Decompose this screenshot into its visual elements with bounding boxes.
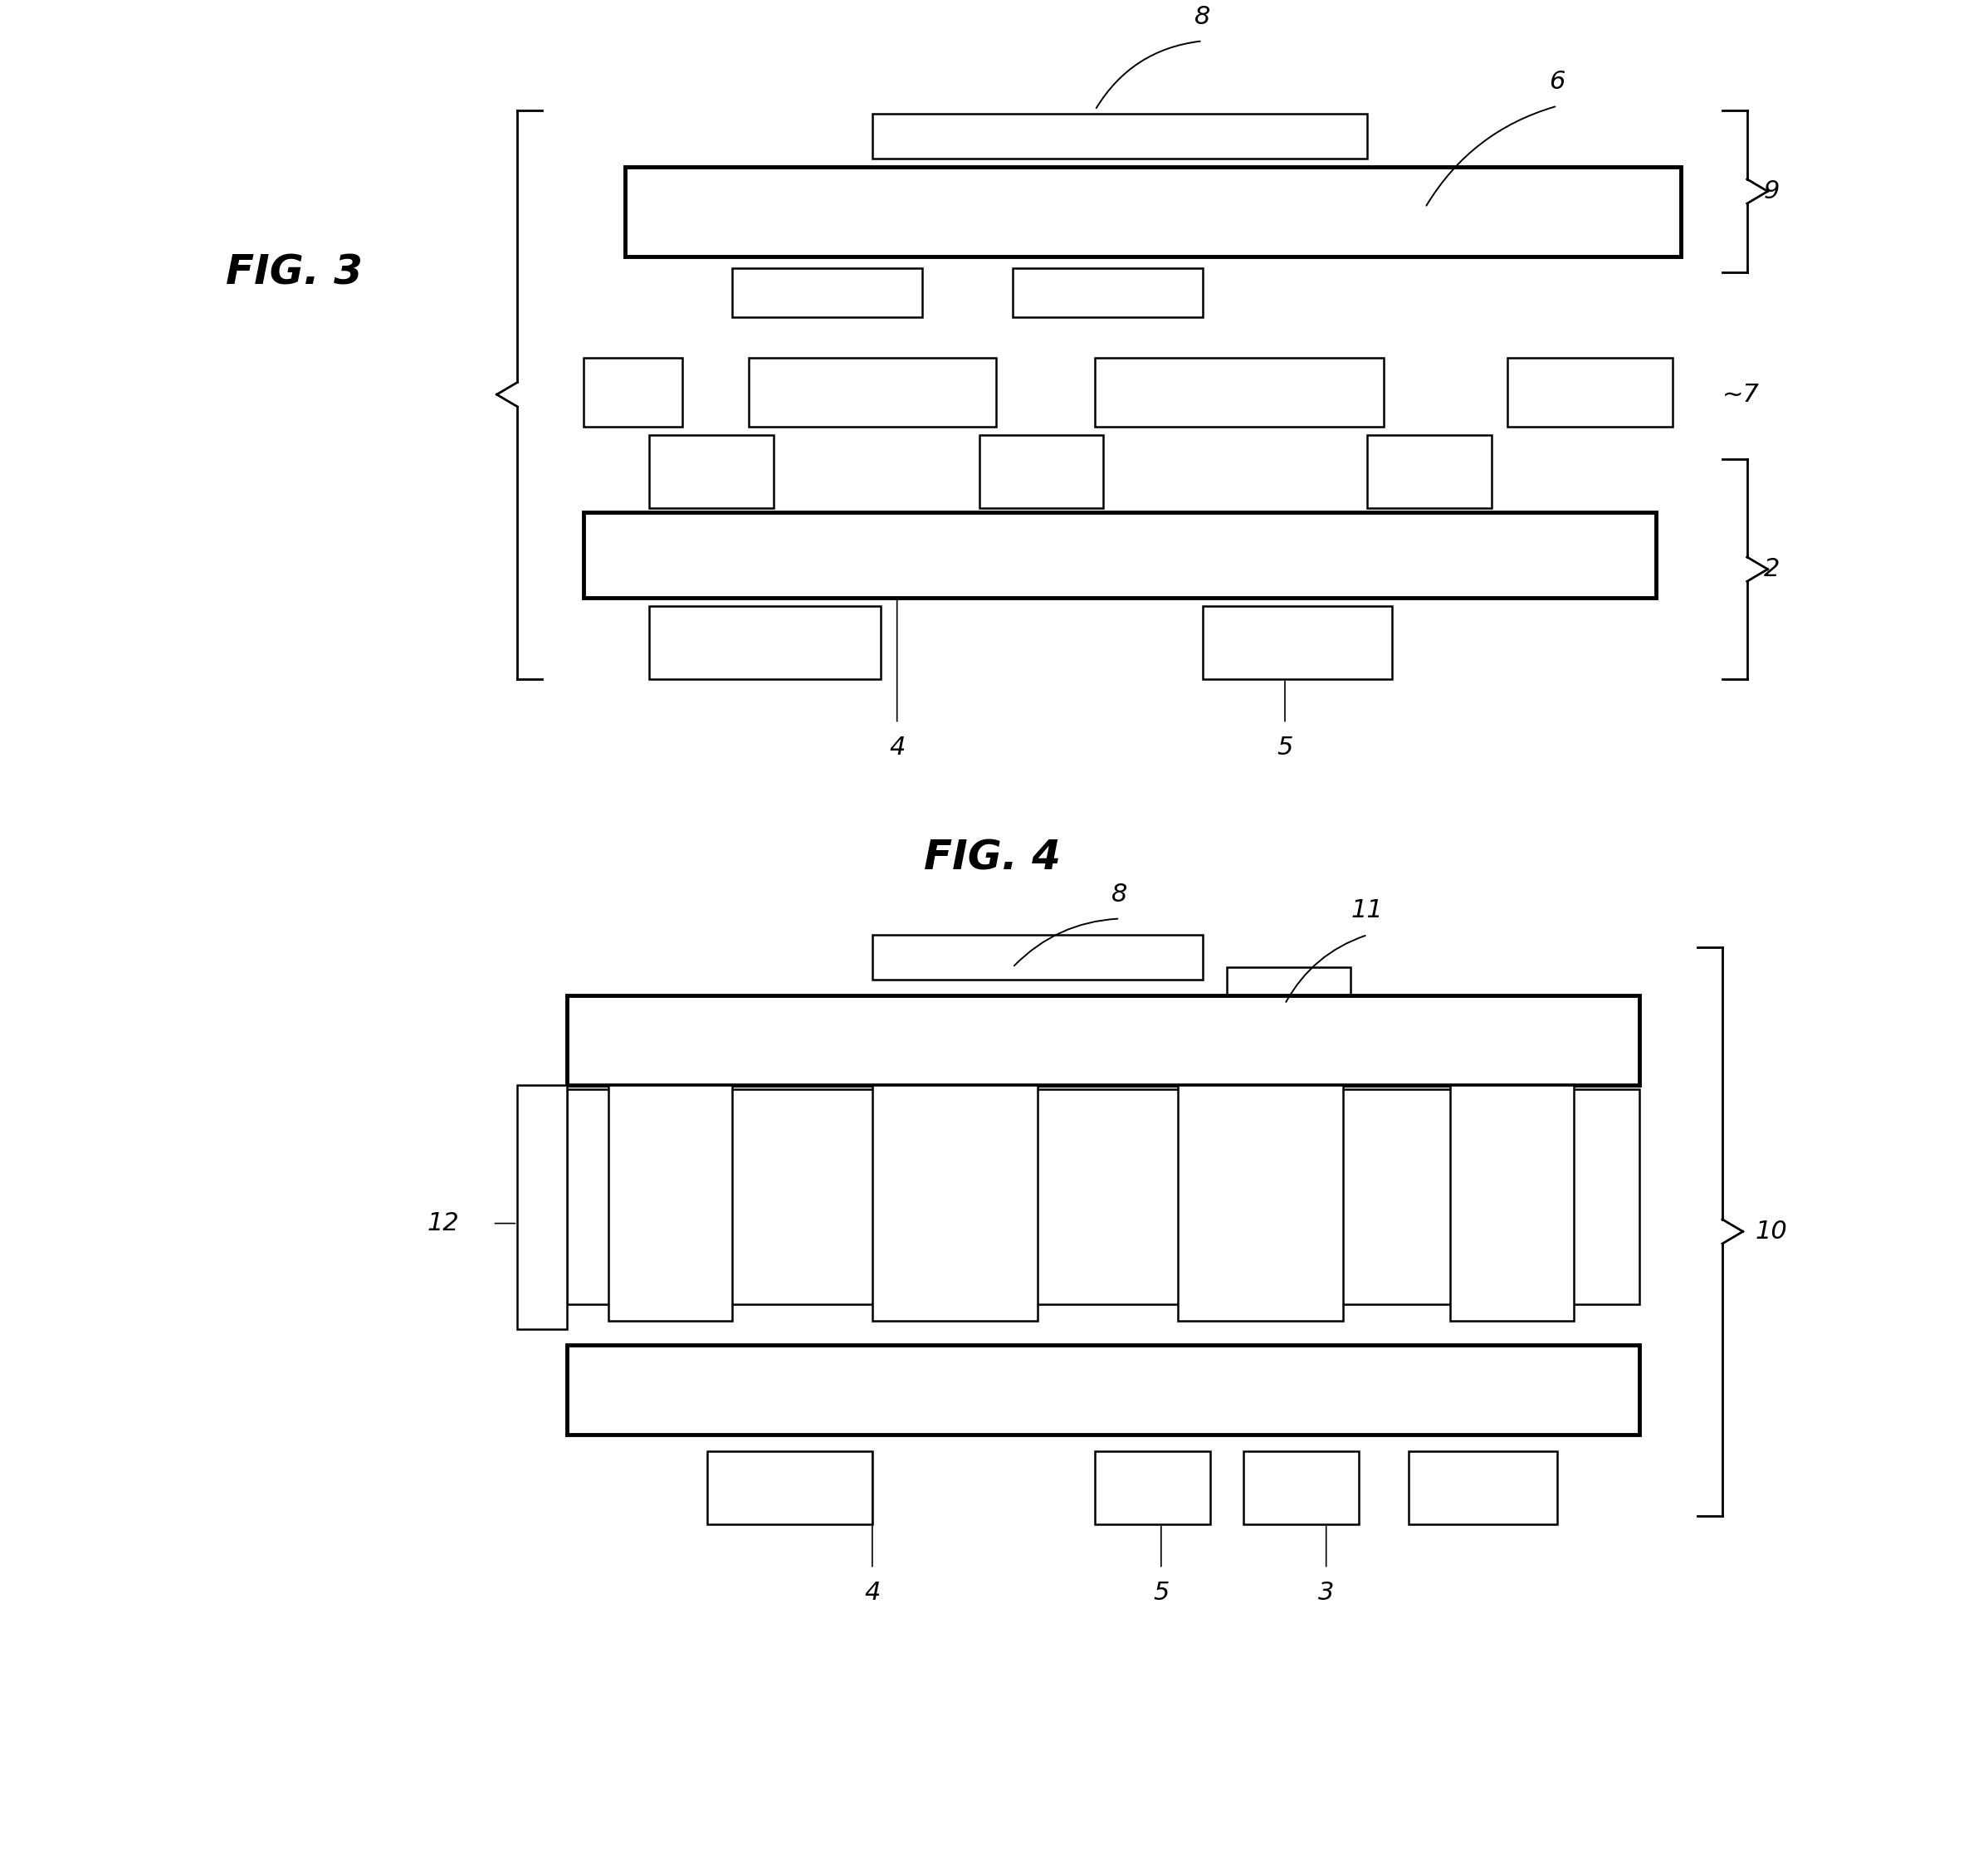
Text: FIG. 4: FIG. 4 bbox=[924, 838, 1060, 877]
Bar bbox=[1012, 268, 1203, 317]
Text: ~7: ~7 bbox=[1722, 382, 1759, 406]
Bar bbox=[517, 1086, 567, 1328]
Bar bbox=[873, 935, 1203, 980]
Bar bbox=[1227, 967, 1352, 1012]
Text: 8: 8 bbox=[1111, 883, 1127, 907]
Text: 3: 3 bbox=[1318, 1582, 1334, 1606]
Bar bbox=[1244, 1451, 1360, 1524]
Bar bbox=[1095, 358, 1384, 427]
Bar bbox=[980, 436, 1103, 509]
Text: 9: 9 bbox=[1763, 179, 1779, 203]
Bar bbox=[650, 605, 881, 678]
Bar bbox=[582, 512, 1656, 598]
Bar bbox=[732, 268, 922, 317]
Bar bbox=[567, 997, 1640, 1086]
Text: 4: 4 bbox=[865, 1582, 881, 1606]
Bar bbox=[567, 1345, 1640, 1435]
Text: 8: 8 bbox=[1195, 6, 1211, 28]
Bar bbox=[1203, 605, 1392, 678]
Bar bbox=[708, 1451, 873, 1524]
Text: 5: 5 bbox=[1153, 1582, 1169, 1606]
Bar bbox=[1449, 1086, 1574, 1321]
Bar bbox=[1095, 1451, 1211, 1524]
Bar bbox=[624, 168, 1682, 257]
Text: FIG. 3: FIG. 3 bbox=[227, 253, 364, 292]
Text: 5: 5 bbox=[1276, 736, 1292, 760]
Text: 6: 6 bbox=[1549, 69, 1565, 93]
Text: 12: 12 bbox=[427, 1211, 459, 1235]
Bar bbox=[608, 1086, 732, 1321]
Bar bbox=[1507, 358, 1672, 427]
Bar bbox=[1409, 1451, 1557, 1524]
Bar bbox=[582, 358, 682, 427]
Text: 11: 11 bbox=[1352, 898, 1384, 922]
Bar bbox=[873, 114, 1368, 158]
Bar bbox=[1177, 1086, 1342, 1321]
Bar bbox=[749, 358, 996, 427]
Bar bbox=[567, 1090, 1640, 1304]
Bar bbox=[1368, 436, 1491, 509]
Text: 2: 2 bbox=[1763, 557, 1779, 581]
Text: 4: 4 bbox=[889, 736, 905, 760]
Bar bbox=[873, 1086, 1038, 1321]
Bar bbox=[650, 436, 773, 509]
Text: 10: 10 bbox=[1755, 1220, 1787, 1243]
